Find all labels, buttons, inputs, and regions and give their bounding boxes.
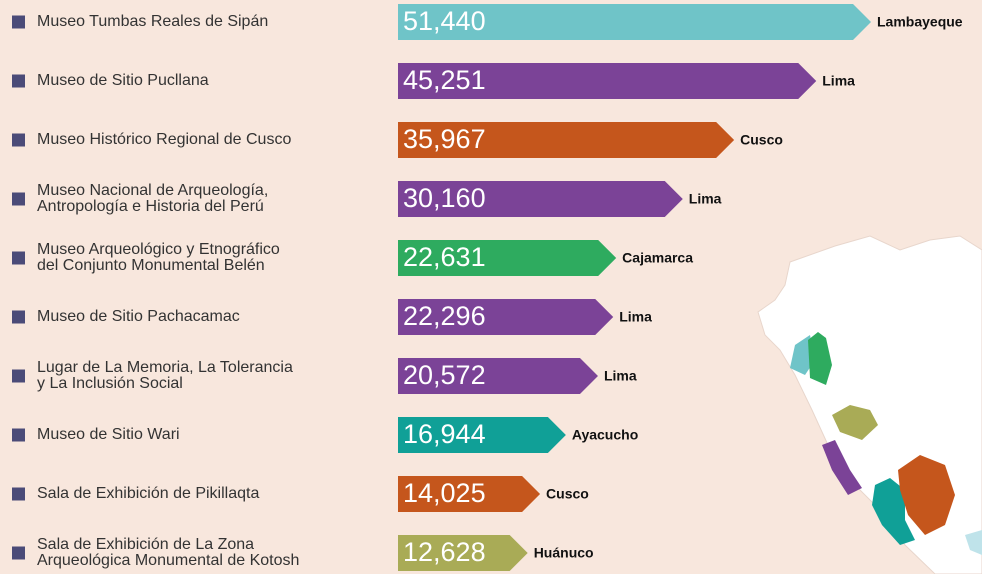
region-label: Cusco [740,132,783,148]
value-label: 35,967 [403,124,486,154]
bullet [12,133,25,147]
bullet [12,15,25,29]
category-label: Sala de Exhibición de La Zona Arqueológi… [37,536,300,569]
bar [398,240,617,276]
category-label: Museo Histórico Regional de Cusco [37,131,292,148]
bar [398,181,683,217]
bar [398,63,817,99]
bullet [12,310,25,324]
category-label: Sala de Exhibición de Pikillaqta [37,485,260,502]
region-label: Lima [604,368,637,384]
bar [398,417,566,453]
value-label: 16,944 [403,419,486,449]
region-label: Cusco [546,486,589,502]
bar [398,476,541,512]
value-label: 22,631 [403,242,486,272]
bar [398,4,871,40]
bar [398,299,614,335]
region-label: Cajamarca [622,250,693,266]
value-label: 22,296 [403,301,486,331]
bullet [12,74,25,88]
category-label: Museo de Sitio Wari [37,426,180,443]
bullet [12,487,25,501]
bullet [12,251,25,265]
bullet [12,369,25,383]
region-label: Lambayeque [877,14,963,30]
region-label: Lima [822,73,855,89]
bar [398,535,528,571]
bullet [12,428,25,442]
category-label: Museo Arqueológico y Etnográfico del Con… [37,241,280,274]
category-label: Museo Tumbas Reales de Sipán [37,13,269,30]
bullet [12,192,25,206]
category-label: Museo de Sitio Pachacamac [37,308,240,325]
value-label: 30,160 [403,183,486,213]
value-label: 51,440 [403,6,486,36]
region-label: Ayacucho [572,427,638,443]
category-label: Museo de Sitio Pucllana [37,72,209,89]
value-label: 12,628 [403,537,486,567]
value-label: 20,572 [403,360,486,390]
region-label: Huánuco [534,545,594,561]
bar [398,358,598,394]
map [757,235,982,574]
category-label: Lugar de La Memoria, La Tolerancia y La … [37,359,293,392]
region-label: Lima [689,191,722,207]
value-label: 45,251 [403,65,486,95]
region-label: Lima [619,309,652,325]
bullet [12,546,25,560]
value-label: 14,025 [403,478,486,508]
bar [398,122,735,158]
category-label: Museo Nacional de Arqueología, Antropolo… [37,182,269,215]
